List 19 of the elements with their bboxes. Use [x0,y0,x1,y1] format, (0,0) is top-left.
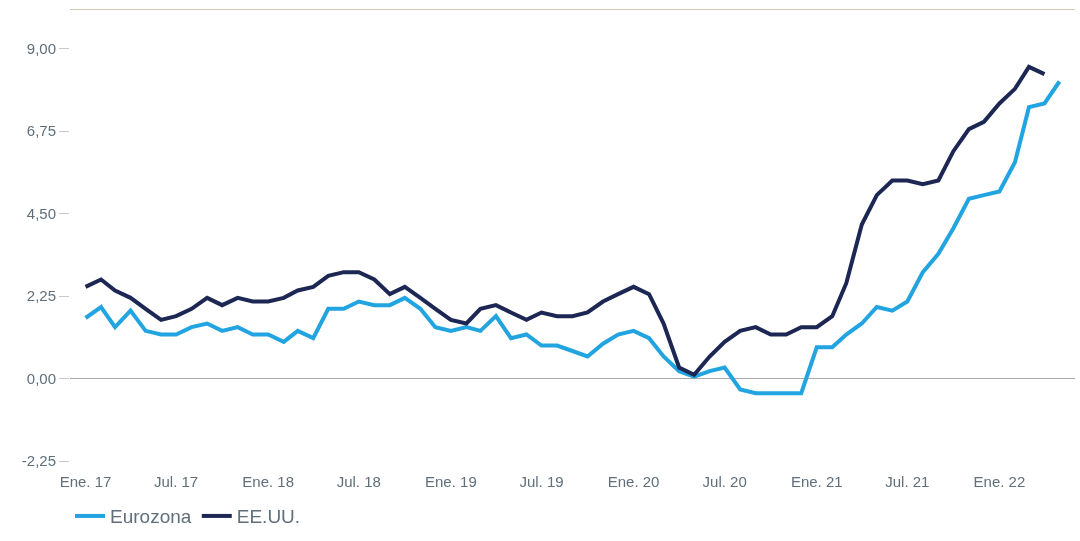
x-tick-label: Jul. 17 [154,473,199,490]
x-tick-label: Ene. 20 [607,473,660,490]
x-tick-label: Ene. 17 [59,473,112,490]
x-tick-label: Jul. 21 [885,473,930,490]
x-tick-label: Jul. 18 [336,473,381,490]
x-tick-label: Jul. 19 [519,473,564,490]
y-tick-label: 9,00 [26,39,56,57]
x-tick-label: Jul. 20 [702,473,747,490]
y-tick-label: 6,75 [26,122,56,140]
y-tick-label: -2,25 [21,452,56,470]
y-tick-label: 0,00 [26,369,56,387]
x-tick-label: Ene. 22 [973,473,1026,490]
x-tick-label: Ene. 19 [425,473,477,490]
legend-label: Eurozona [110,506,192,528]
legend-label: EE.UU. [236,506,301,528]
y-tick-label: 2,25 [26,287,56,305]
y-tick-label: 4,50 [26,204,56,222]
x-tick-label: Ene. 18 [242,473,295,490]
x-tick-label: Ene. 21 [790,473,843,490]
